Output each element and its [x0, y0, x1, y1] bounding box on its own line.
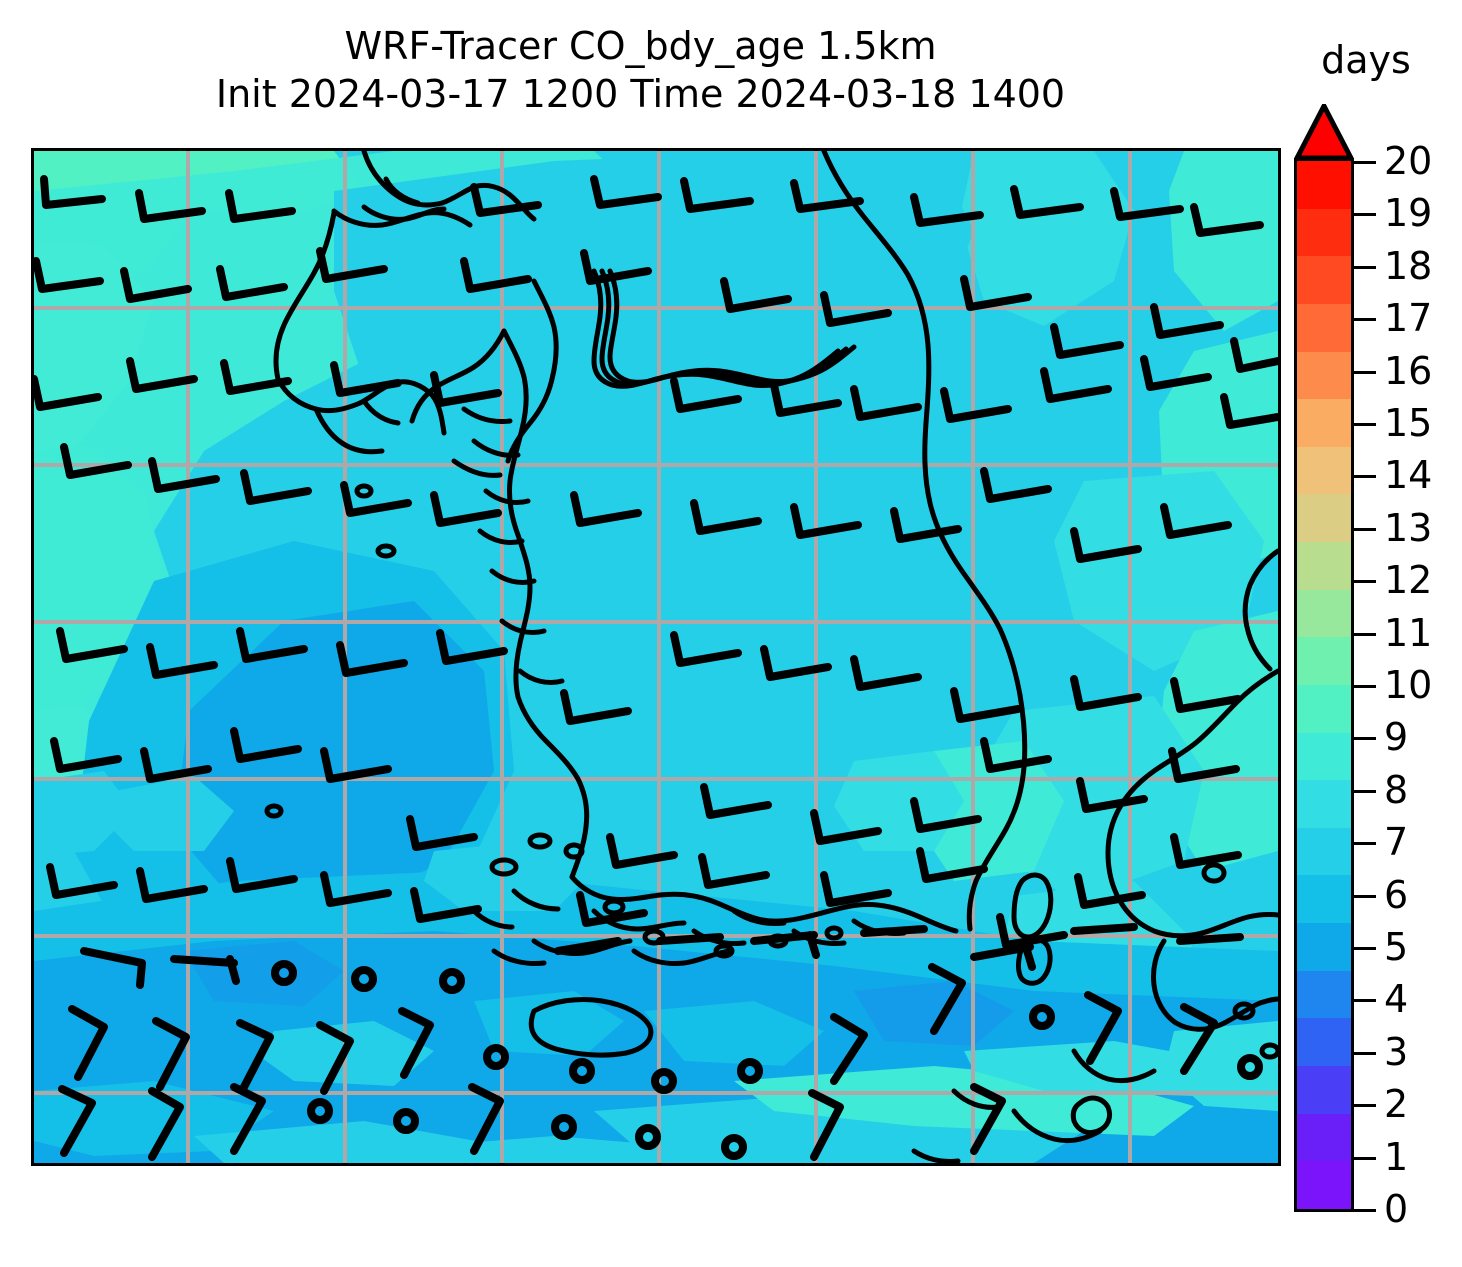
colorbar-tick-label: 16	[1384, 348, 1433, 393]
wind-barbs	[34, 175, 1278, 1161]
colorbar-segment	[1297, 399, 1351, 447]
colorbar-tick-mark	[1354, 1104, 1376, 1108]
colorbar-tick-mark	[1354, 265, 1376, 269]
colorbar-tick-label: 4	[1384, 977, 1409, 1022]
colorbar-tick-label: 19	[1384, 191, 1433, 236]
map-canvas	[34, 151, 1278, 1163]
colorbar-tick-mark	[1354, 318, 1376, 322]
colorbar-tick-label: 20	[1384, 139, 1433, 183]
colorbar-segment	[1297, 494, 1351, 542]
title-line-2: Init 2024-03-17 1200 Time 2024-03-18 140…	[215, 72, 1066, 116]
colorbar-segment	[1297, 351, 1351, 400]
colorbar-ticks: 20 19 18 17 16 15 14 13 12 11 10 9 8 7 6 5 4 3 2 1 0	[1354, 104, 1462, 1228]
colorbar-tick-label: 1	[1384, 1134, 1409, 1179]
colorbar-segment	[1297, 446, 1351, 495]
colorbar-gradient	[1294, 158, 1354, 1212]
colorbar-tick-label: 15	[1384, 401, 1433, 445]
colorbar-segment	[1297, 970, 1351, 1019]
title-line-1: WRF-Tracer CO_bdy_age 1.5km	[344, 24, 937, 68]
coastlines	[264, 151, 1278, 1163]
colorbar-tick-label: 11	[1384, 610, 1433, 655]
colorbar-tick-mark	[1354, 1209, 1376, 1212]
colorbar-tick-mark	[1354, 894, 1376, 898]
colorbar-unit-label: days	[1321, 38, 1411, 82]
colorbar-segment	[1297, 780, 1351, 828]
colorbar-tick-mark	[1354, 475, 1376, 479]
colorbar-tick-mark	[1354, 842, 1376, 846]
colorbar-tick-label: 7	[1384, 820, 1409, 865]
colorbar-segment	[1297, 589, 1351, 638]
colorbar-tick-label: 14	[1384, 453, 1433, 498]
colorbar-segment	[1297, 161, 1351, 209]
colorbar-segment	[1297, 1161, 1351, 1209]
colorbar[interactable]	[1294, 104, 1354, 1212]
colorbar-tick-label: 0	[1384, 1187, 1409, 1231]
colorbar-tick-label: 18	[1384, 243, 1433, 288]
colorbar-tick-label: 2	[1384, 1082, 1409, 1127]
colorbar-tick-mark	[1354, 632, 1376, 636]
colorbar-tick-mark	[1354, 1156, 1376, 1160]
colorbar-extend-arrow	[1294, 104, 1354, 160]
map-plot-area	[31, 148, 1281, 1166]
colorbar-segment	[1297, 732, 1351, 781]
colorbar-segment	[1297, 827, 1351, 876]
colorbar-segment	[1297, 208, 1351, 257]
colorbar-tick-label: 6	[1384, 872, 1409, 917]
colorbar-tick-mark	[1354, 947, 1376, 950]
page-title: WRF-Tracer CO_bdy_age 1.5km Init 2024-03…	[0, 22, 1281, 118]
colorbar-segment	[1297, 684, 1351, 733]
colorbar-tick-mark	[1354, 789, 1376, 793]
colorbar-tick-label: 5	[1384, 925, 1409, 969]
colorbar-tick-label: 13	[1384, 505, 1433, 550]
colorbar-tick-label: 3	[1384, 1029, 1409, 1074]
colorbar-segment	[1297, 923, 1351, 971]
colorbar-tick-mark	[1354, 423, 1376, 426]
colorbar-tick-label: 9	[1384, 715, 1409, 760]
colorbar-tick-label: 10	[1384, 663, 1433, 707]
colorbar-segment	[1297, 637, 1351, 685]
colorbar-segment	[1297, 542, 1351, 590]
colorbar-tick-mark	[1354, 999, 1376, 1003]
colorbar-tick-mark	[1354, 370, 1376, 374]
colorbar-segment	[1297, 303, 1351, 352]
colorbar-segment	[1297, 875, 1351, 923]
colorbar-tick-label: 8	[1384, 767, 1409, 812]
colorbar-segment	[1297, 256, 1351, 304]
colorbar-segment	[1297, 1018, 1351, 1066]
colorbar-tick-mark	[1354, 161, 1376, 164]
colorbar-tick-label: 17	[1384, 296, 1433, 341]
colorbar-tick-label: 12	[1384, 558, 1433, 603]
colorbar-tick-mark	[1354, 1051, 1376, 1055]
colorbar-tick-mark	[1354, 685, 1376, 688]
colorbar-tick-mark	[1354, 213, 1376, 217]
colorbar-segment	[1297, 1065, 1351, 1114]
colorbar-tick-mark	[1354, 527, 1376, 531]
colorbar-segment	[1297, 1113, 1351, 1162]
colorbar-tick-mark	[1354, 737, 1376, 741]
colorbar-tick-mark	[1354, 580, 1376, 584]
